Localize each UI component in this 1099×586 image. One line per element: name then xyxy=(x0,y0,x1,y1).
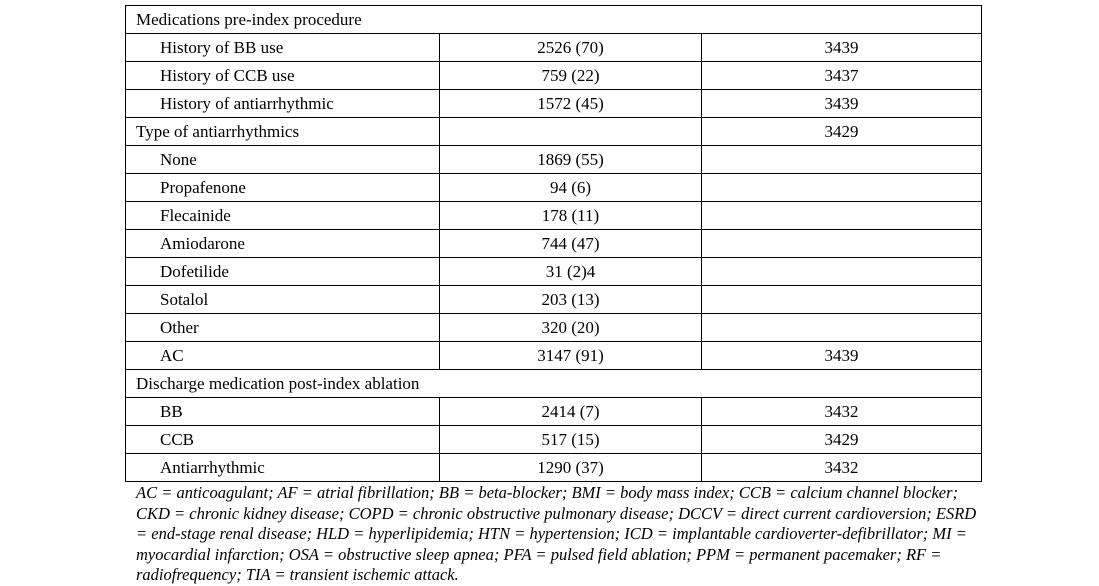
row-label: History of antiarrhythmic xyxy=(125,89,440,118)
row-label: Propafenone xyxy=(125,173,440,202)
table-row: None 1869 (55) xyxy=(125,145,983,174)
count-percent-cell: 94 (6) xyxy=(439,173,702,202)
row-label: BB xyxy=(125,397,440,426)
n-available-cell: 3437 xyxy=(700,61,983,90)
row-label: Dofetilide xyxy=(125,257,440,286)
n-available-cell xyxy=(700,145,983,174)
table-row: CCB 517 (15) 3429 xyxy=(125,425,983,454)
n-available-cell: 3439 xyxy=(700,89,983,118)
n-available-cell xyxy=(700,229,983,258)
section-label: Type of antiarrhythmics xyxy=(125,117,440,146)
table-footnote: AC = anticoagulant; AF = atrial fibrilla… xyxy=(136,483,977,585)
count-percent-cell: 320 (20) xyxy=(439,313,702,342)
table-row: Sotalol 203 (13) xyxy=(125,285,983,314)
table-row: Propafenone 94 (6) xyxy=(125,173,983,202)
medications-table-body: Medications pre-index procedure History o… xyxy=(124,5,983,482)
section-label: Discharge medication post-index ablation xyxy=(124,369,983,398)
table-row: Flecainide 178 (11) xyxy=(125,201,983,230)
section-row: Medications pre-index procedure xyxy=(124,5,983,34)
row-label: History of CCB use xyxy=(125,61,440,90)
row-label: Amiodarone xyxy=(125,229,440,258)
count-percent-cell: 203 (13) xyxy=(439,285,702,314)
n-available-cell: 3429 xyxy=(700,425,983,454)
table-row: History of CCB use 759 (22) 3437 xyxy=(125,61,983,90)
n-available-cell: 3439 xyxy=(700,341,983,370)
row-label: Antiarrhythmic xyxy=(125,453,440,482)
table-row: History of antiarrhythmic 1572 (45) 3439 xyxy=(125,89,983,118)
n-available-cell: 3432 xyxy=(700,397,983,426)
medications-table: Medications pre-index procedure History o… xyxy=(124,5,983,482)
n-available-cell xyxy=(700,201,983,230)
table-row: BB 2414 (7) 3432 xyxy=(125,397,983,426)
count-percent-cell: 3147 (91) xyxy=(439,341,702,370)
row-label: Flecainide xyxy=(125,201,440,230)
table-row: History of BB use 2526 (70) 3439 xyxy=(125,33,983,62)
count-percent-cell xyxy=(439,117,702,146)
count-percent-cell: 2526 (70) xyxy=(439,33,702,62)
count-percent-cell: 759 (22) xyxy=(439,61,702,90)
table-row: Antiarrhythmic 1290 (37) 3432 xyxy=(125,453,983,482)
table-row: Other 320 (20) xyxy=(125,313,983,342)
count-percent-cell: 2414 (7) xyxy=(439,397,702,426)
n-available-cell xyxy=(700,173,983,202)
table-row: Dofetilide 31 (2)4 xyxy=(125,257,983,286)
n-available-cell xyxy=(700,313,983,342)
medications-table-container: Medications pre-index procedure History o… xyxy=(124,5,983,482)
row-label: Other xyxy=(125,313,440,342)
row-label: History of BB use xyxy=(125,33,440,62)
n-available-cell: 3429 xyxy=(700,117,983,146)
table-row: AC 3147 (91) 3439 xyxy=(125,341,983,370)
count-percent-cell: 1869 (55) xyxy=(439,145,702,174)
row-label: AC xyxy=(125,341,440,370)
count-percent-cell: 178 (11) xyxy=(439,201,702,230)
count-percent-cell: 1290 (37) xyxy=(439,453,702,482)
n-available-cell: 3432 xyxy=(700,453,983,482)
n-available-cell xyxy=(700,285,983,314)
n-available-cell: 3439 xyxy=(700,33,983,62)
row-label: None xyxy=(125,145,440,174)
count-percent-cell: 31 (2)4 xyxy=(439,257,702,286)
row-label: Sotalol xyxy=(125,285,440,314)
count-percent-cell: 744 (47) xyxy=(439,229,702,258)
count-percent-cell: 517 (15) xyxy=(439,425,702,454)
n-available-cell xyxy=(700,257,983,286)
row-label: CCB xyxy=(125,425,440,454)
table-row: Amiodarone 744 (47) xyxy=(125,229,983,258)
section-row: Type of antiarrhythmics 3429 xyxy=(125,117,983,146)
count-percent-cell: 1572 (45) xyxy=(439,89,702,118)
section-label: Medications pre-index procedure xyxy=(124,5,983,34)
section-row: Discharge medication post-index ablation xyxy=(124,369,983,398)
